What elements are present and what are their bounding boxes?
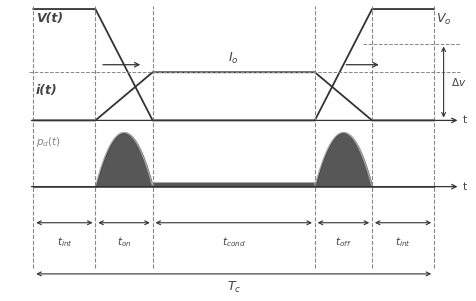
- Text: i(t): i(t): [36, 84, 58, 97]
- Text: $T_c$: $T_c$: [226, 280, 240, 295]
- Text: $t_{int}$: $t_{int}$: [56, 235, 72, 249]
- Text: $\Delta v$: $\Delta v$: [450, 76, 465, 88]
- Text: $t_{off}$: $t_{off}$: [335, 235, 351, 249]
- Text: $t_{on}$: $t_{on}$: [117, 235, 131, 249]
- Text: $t_{cond}$: $t_{cond}$: [221, 235, 245, 249]
- Text: $t_{int}$: $t_{int}$: [394, 235, 410, 249]
- Text: $p_d(t)$: $p_d(t)$: [36, 135, 60, 150]
- Text: t: t: [462, 182, 466, 192]
- Text: t: t: [462, 115, 466, 126]
- Text: $V_o$: $V_o$: [436, 12, 451, 27]
- Text: V(t): V(t): [36, 12, 63, 25]
- Text: $I_o$: $I_o$: [228, 51, 238, 66]
